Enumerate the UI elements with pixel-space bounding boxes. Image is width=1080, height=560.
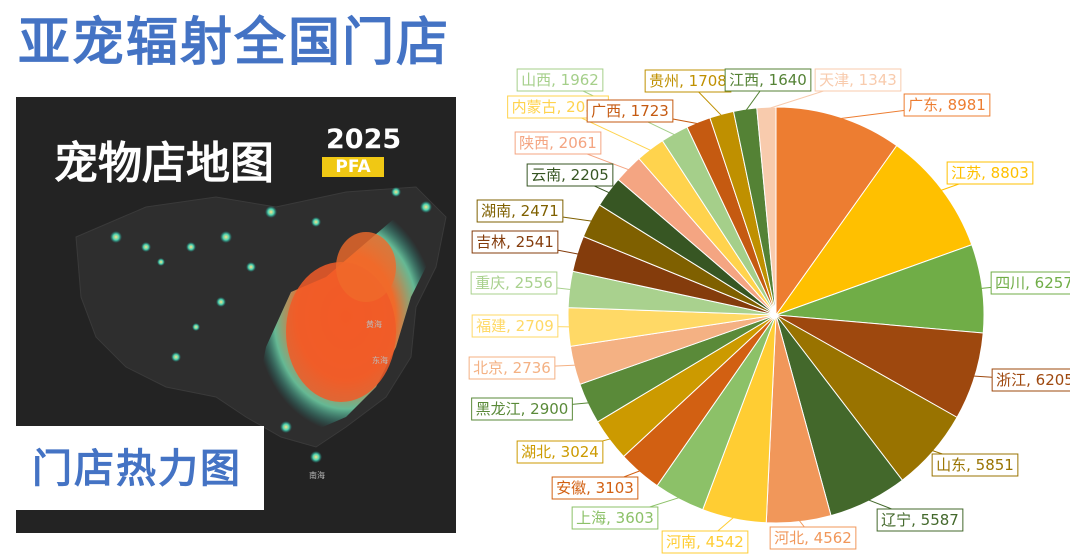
pie-label-box	[571, 506, 659, 530]
pie-label-box	[586, 99, 674, 123]
pie-label-box	[516, 68, 604, 92]
pie-data-label: 上海, 3603	[576, 509, 654, 527]
sea-label-yellow: 黄海	[366, 320, 382, 329]
pie-label-box	[661, 530, 749, 554]
pie-data-label: 福建, 2709	[476, 317, 554, 335]
pie-data-label: 河北, 4562	[774, 529, 852, 547]
pie-label-box	[471, 230, 559, 254]
pie-label-box	[903, 93, 991, 117]
pie-data-label: 山东, 5851	[936, 456, 1014, 474]
pie-data-label: 吉林, 2541	[476, 233, 554, 251]
pie-label-box	[514, 131, 602, 155]
pie-label-box	[876, 508, 964, 532]
pie-label-box	[526, 163, 614, 187]
pie-label-box	[476, 199, 564, 223]
pie-slices	[567, 106, 985, 524]
sea-label-east: 东海	[372, 356, 388, 365]
pie-data-label: 云南, 2205	[531, 166, 609, 184]
sea-label-south: 南海	[309, 471, 325, 480]
pie-data-label: 广西, 1723	[591, 102, 669, 120]
page-title: 亚宠辐射全国门店	[18, 13, 451, 73]
pie-data-label: 安徽, 3103	[556, 479, 634, 497]
pie-label-box	[814, 68, 902, 92]
pie-data-label: 湖南, 2471	[481, 202, 559, 220]
pie-data-label: 天津, 1343	[819, 71, 897, 89]
pie-label-box	[516, 440, 604, 464]
pie-data-label: 贵州, 1708	[649, 72, 727, 90]
heatmap-graphic	[75, 186, 447, 463]
pie-label-box	[471, 397, 573, 421]
pie-label-box	[931, 453, 1019, 477]
pie-data-label: 重庆, 2556	[475, 274, 553, 292]
pie-chart: 广东, 8981 江苏, 8803 四川, 6257 浙江, 6205 山东, 5851…	[468, 68, 1070, 554]
heatmap-caption-box: 门店热力图	[16, 426, 264, 510]
pie-data-label: 黑龙江, 2900	[476, 400, 569, 418]
map-year: 2025	[326, 124, 402, 155]
pie-label-box	[946, 161, 1034, 185]
pie-label-box	[724, 68, 812, 92]
map-title: 宠物店地图	[54, 138, 274, 189]
pfa-badge: PFA	[322, 157, 384, 177]
pie-data-label: 四川, 6257	[995, 274, 1070, 292]
pie-data-label: 江西, 1640	[729, 71, 807, 89]
pie-slice	[756, 106, 777, 316]
pie-label-box	[769, 526, 857, 550]
pie-data-label: 湖北, 3024	[521, 443, 599, 461]
heat-core-north	[336, 232, 396, 302]
store-dots	[110, 187, 432, 463]
pie-label-box	[471, 314, 559, 338]
pie-label-box	[468, 356, 556, 380]
pie-data-label: 陕西, 2061	[519, 134, 597, 152]
pie-data-label: 浙江, 6205	[996, 371, 1070, 389]
pie-label-box	[470, 271, 558, 295]
pie-data-label: 广东, 8981	[908, 96, 986, 114]
pie-data-label: 内蒙古, 2056	[512, 98, 605, 116]
pie-slice	[774, 144, 973, 317]
pie-data-label: 山西, 1962	[521, 71, 599, 89]
pie-label-box	[991, 368, 1070, 392]
pie-labels: 广东, 8981 江苏, 8803 四川, 6257 浙江, 6205 山东, 5851…	[468, 68, 1070, 554]
pie-data-label: 河南, 4542	[666, 533, 744, 551]
pie-data-label: 辽宁, 5587	[881, 511, 959, 529]
pie-slice	[775, 106, 898, 317]
pie-data-label: 北京, 2736	[473, 359, 551, 377]
heatmap-caption: 门店热力图	[32, 446, 242, 492]
pie-label-box	[990, 271, 1070, 295]
pie-data-label: 江苏, 8803	[951, 164, 1029, 182]
pie-label-box	[551, 476, 639, 500]
